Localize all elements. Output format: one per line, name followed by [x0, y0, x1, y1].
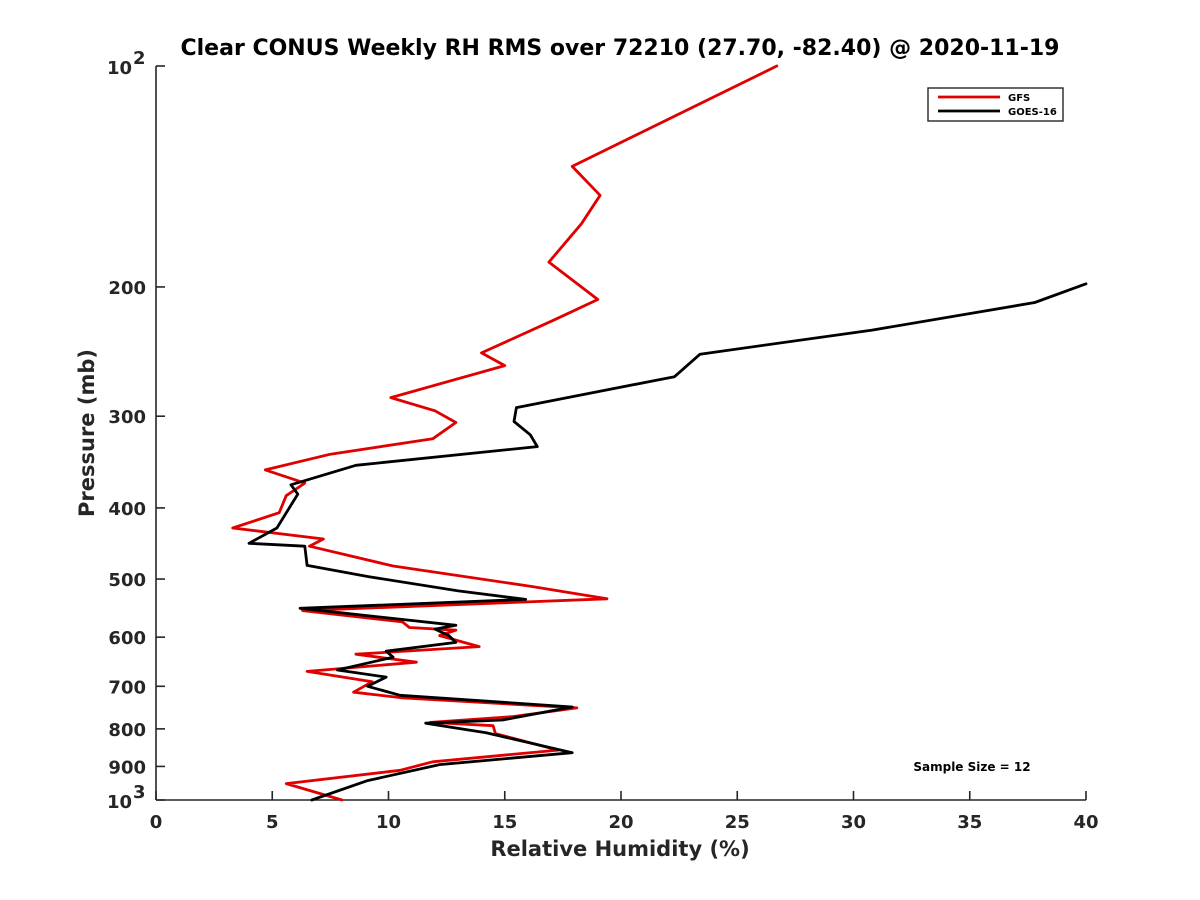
x-tick-label: 15 [492, 812, 517, 833]
y-tick-label: 10 2 [107, 48, 146, 79]
x-tick-label: 30 [841, 812, 866, 833]
x-tick-label: 35 [957, 812, 982, 833]
series-line-goes-16 [247, 282, 1088, 802]
y-tick-label: 400 [108, 499, 146, 520]
x-tick-label: 25 [725, 812, 750, 833]
y-tick-label: 200 [108, 278, 146, 299]
x-tick-label: 5 [266, 812, 279, 833]
y-tick-label: 10 3 [107, 782, 146, 813]
y-tick-label-base: 10 [107, 58, 132, 79]
legend-box [927, 87, 1064, 122]
x-tick-label: 20 [608, 812, 633, 833]
y-tick-label: 600 [108, 628, 146, 649]
x-tick-label: 10 [376, 812, 401, 833]
sample-size-annotation: Sample Size = 12 [913, 760, 1030, 774]
y-axis-label: Pressure (mb) [75, 349, 99, 517]
x-tick-label: 0 [150, 812, 163, 833]
legend-entry-label: GOES-16 [1008, 107, 1057, 118]
x-tick-label: 40 [1073, 812, 1098, 833]
y-tick-label: 700 [108, 677, 146, 698]
chart-title: Clear CONUS Weekly RH RMS over 72210 (27… [181, 36, 1060, 61]
x-axis-label: Relative Humidity (%) [490, 837, 749, 861]
y-tick-label: 900 [108, 757, 146, 778]
legend-entry-label: GFS [1008, 93, 1030, 104]
y-tick-label-exponent: 3 [133, 782, 146, 803]
y-tick-label-exponent: 2 [133, 48, 146, 69]
legend: GFS GOES-16 [927, 87, 1064, 122]
y-tick-label-base: 10 [107, 792, 132, 813]
y-tick-label: 800 [108, 720, 146, 741]
y-tick-label: 300 [108, 407, 146, 428]
series-line-gfs [231, 64, 779, 802]
y-tick-label: 500 [108, 570, 146, 591]
